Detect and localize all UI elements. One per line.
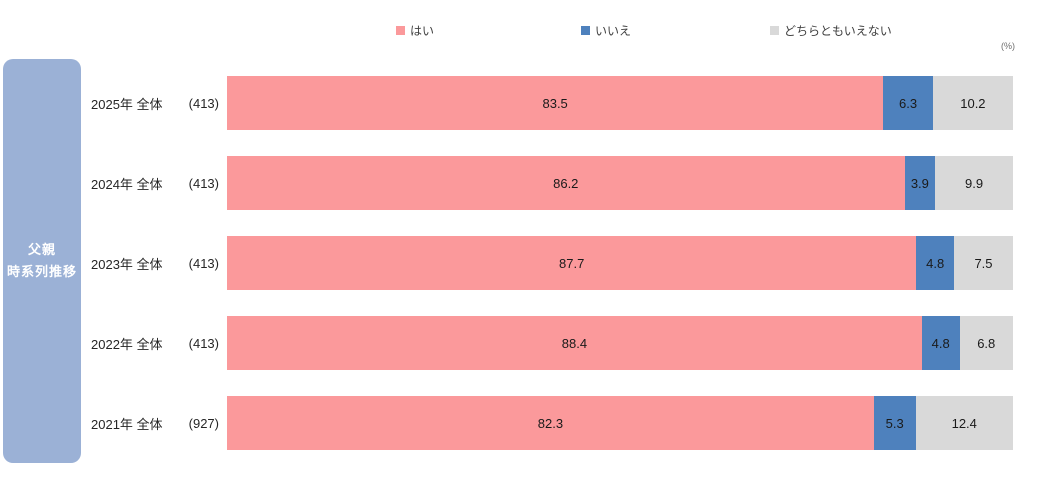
row-sample-size: (413) xyxy=(188,255,219,271)
row-category: 2024年 全体 xyxy=(91,176,163,192)
legend-label-no: いいえ xyxy=(595,24,632,38)
segment-value: 82.3 xyxy=(537,415,564,431)
legend-item-yes: はい xyxy=(396,22,434,39)
row-label: 2024年 全体 (413) xyxy=(91,156,219,210)
bar-segment-no: 6.3 xyxy=(883,76,933,130)
stacked-bar: 82.3 5.3 12.4 xyxy=(227,396,1013,450)
segment-value: 3.9 xyxy=(910,175,929,191)
chart-row: 2023年 全体 (413) 87.7 4.8 7.5 xyxy=(0,236,1045,290)
bar-segment-neutral: 7.5 xyxy=(954,236,1013,290)
row-label: 2021年 全体 (927) xyxy=(91,396,219,450)
group-sidebar: 父親 時系列推移 xyxy=(3,59,81,463)
segment-value: 6.8 xyxy=(977,335,996,351)
segment-value: 86.2 xyxy=(553,175,579,191)
stacked-bar: 83.5 6.3 10.2 xyxy=(227,76,1013,130)
row-sample-size: (927) xyxy=(188,415,219,431)
chart-row: 2025年 全体 (413) 83.5 6.3 10.2 xyxy=(0,76,1045,130)
legend-swatch-yes-icon xyxy=(396,26,405,35)
row-category: 2025年 全体 xyxy=(91,96,163,112)
group-title-line2: 時系列推移 xyxy=(6,264,77,279)
segment-value: 5.3 xyxy=(885,415,904,431)
segment-value: 10.2 xyxy=(960,95,986,111)
segment-value: 12.4 xyxy=(951,415,977,431)
legend-item-no: いいえ xyxy=(581,22,631,39)
unit-label: (%) xyxy=(1001,41,1015,51)
bar-segment-neutral: 9.9 xyxy=(935,156,1013,210)
legend-label-neutral: どちらともいえない xyxy=(784,24,892,38)
legend-swatch-no-icon xyxy=(581,26,590,35)
bar-segment-yes: 82.3 xyxy=(227,396,874,450)
stacked-bar: 87.7 4.8 7.5 xyxy=(227,236,1013,290)
row-sample-size: (413) xyxy=(188,95,219,111)
bar-segment-yes: 87.7 xyxy=(227,236,917,290)
group-title: 父親 時系列推移 xyxy=(7,239,77,283)
segment-value: 83.5 xyxy=(542,95,568,111)
row-category: 2023年 全体 xyxy=(91,256,163,272)
bar-segment-no: 5.3 xyxy=(873,396,916,450)
stacked-bar: 86.2 3.9 9.9 xyxy=(227,156,1013,210)
segment-value: 88.4 xyxy=(561,335,588,351)
row-category: 2021年 全体 xyxy=(91,416,163,432)
row-sample-size: (413) xyxy=(188,175,219,191)
legend-item-neutral: どちらともいえない xyxy=(770,22,892,39)
bar-segment-neutral: 12.4 xyxy=(915,396,1013,450)
row-sample-size: (413) xyxy=(188,335,219,351)
chart-row: 2024年 全体 (413) 86.2 3.9 9.9 xyxy=(0,156,1045,210)
chart-row: 2021年 全体 (927) 82.3 5.3 12.4 xyxy=(0,396,1045,450)
bar-segment-neutral: 10.2 xyxy=(932,76,1013,130)
stacked-bar: 88.4 4.8 6.8 xyxy=(227,316,1013,370)
chart-row: 2022年 全体 (413) 88.4 4.8 6.8 xyxy=(0,316,1045,370)
row-label: 2023年 全体 (413) xyxy=(91,236,219,290)
row-category: 2022年 全体 xyxy=(91,336,163,352)
legend-swatch-neutral-icon xyxy=(770,26,779,35)
segment-value: 7.5 xyxy=(974,255,993,271)
segment-value: 4.8 xyxy=(926,255,945,271)
bar-segment-neutral: 6.8 xyxy=(959,316,1013,370)
legend-label-yes: はい xyxy=(410,24,435,38)
segment-value: 87.7 xyxy=(559,255,585,271)
segment-value: 6.3 xyxy=(899,95,918,111)
bar-segment-no: 4.8 xyxy=(916,236,955,290)
bar-segment-yes: 88.4 xyxy=(227,316,922,370)
group-title-line1: 父親 xyxy=(27,241,56,257)
row-label: 2025年 全体 (413) xyxy=(91,76,219,130)
bar-segment-no: 4.8 xyxy=(921,316,960,370)
bar-segment-no: 3.9 xyxy=(904,156,936,210)
bar-segment-yes: 83.5 xyxy=(227,76,884,130)
row-label: 2022年 全体 (413) xyxy=(91,316,219,370)
segment-value: 9.9 xyxy=(965,175,984,191)
segment-value: 4.8 xyxy=(931,335,950,351)
bar-segment-yes: 86.2 xyxy=(227,156,905,210)
